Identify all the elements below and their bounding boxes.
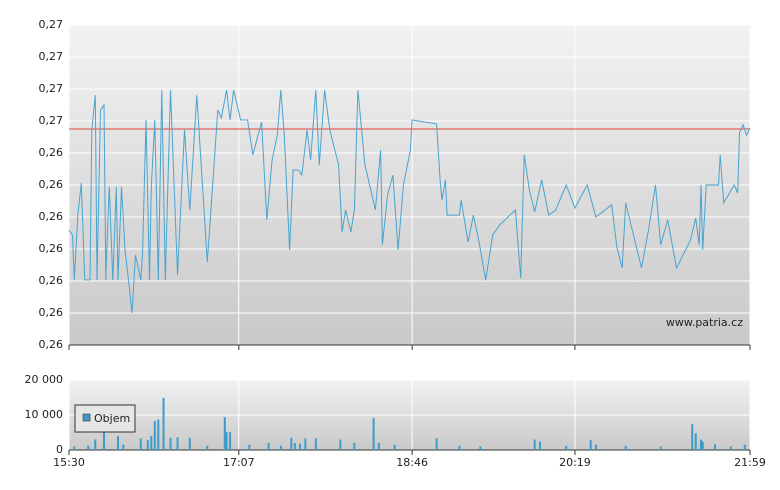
y-tick-label: 20 000 xyxy=(25,373,64,386)
volume-bar xyxy=(299,443,302,450)
volume-bar xyxy=(150,436,153,450)
volume-bar xyxy=(94,439,97,450)
volume-bar xyxy=(479,446,482,450)
volume-bar xyxy=(538,441,541,450)
volume-bar xyxy=(206,445,209,450)
volume-bar xyxy=(153,420,156,450)
volume-bar xyxy=(223,417,226,450)
volume-bar xyxy=(694,433,697,450)
volume-bar xyxy=(565,445,568,450)
volume-bar xyxy=(304,438,307,450)
y-tick-label: 0,27 xyxy=(39,50,64,63)
y-tick-label: 0,26 xyxy=(39,210,64,223)
watermark: www.patria.cz xyxy=(666,316,743,329)
volume-bar xyxy=(176,437,179,450)
y-tick-label: 0 xyxy=(56,443,63,456)
volume-bar xyxy=(729,446,732,450)
volume-bar xyxy=(169,437,172,450)
volume-bar xyxy=(659,446,662,450)
y-tick-label: 0,27 xyxy=(39,18,64,31)
volume-bar xyxy=(691,424,694,450)
legend-swatch xyxy=(82,413,91,422)
y-tick-label: 0,26 xyxy=(39,306,64,319)
volume-bar xyxy=(458,445,461,450)
volume-bar xyxy=(122,444,125,450)
volume-bar xyxy=(339,439,342,450)
volume-bar xyxy=(377,443,380,450)
volume-bar xyxy=(188,437,191,450)
x-tick-label: 17:07 xyxy=(223,456,255,469)
volume-bar xyxy=(267,443,270,450)
volume-bar xyxy=(279,445,282,450)
volume-bar xyxy=(743,444,746,450)
x-tick-label: 21:59 xyxy=(734,456,766,469)
x-tick-label: 18:46 xyxy=(396,456,428,469)
volume-bar xyxy=(162,397,165,450)
volume-bar xyxy=(533,439,536,450)
volume-bar xyxy=(589,440,592,450)
volume-bar xyxy=(353,443,356,450)
volume-bar xyxy=(139,438,142,450)
y-tick-label: 0,27 xyxy=(39,82,64,95)
volume-bar xyxy=(225,432,228,450)
volume-bar xyxy=(229,432,232,450)
y-tick-label: 0,26 xyxy=(39,274,64,287)
volume-bar xyxy=(435,438,438,450)
volume-bar xyxy=(248,444,251,450)
legend-label: Objem xyxy=(94,412,130,425)
y-tick-label: 0,27 xyxy=(39,114,64,127)
y-tick-label: 0,26 xyxy=(39,242,64,255)
x-tick-label: 15:30 xyxy=(53,456,85,469)
volume-bar xyxy=(117,436,120,450)
x-tick-label: 20:19 xyxy=(559,456,591,469)
volume-bar xyxy=(73,446,76,450)
volume-bar xyxy=(594,444,597,450)
volume-bar xyxy=(314,438,317,450)
volume-bar xyxy=(713,444,716,450)
volume-bar xyxy=(157,419,160,450)
volume-bar xyxy=(701,441,704,450)
volume-bar xyxy=(624,445,627,450)
price-line xyxy=(68,89,751,314)
volume-bar xyxy=(146,440,149,450)
y-tick-label: 10 000 xyxy=(25,408,64,421)
volume-bar xyxy=(87,445,90,450)
volume-bar xyxy=(372,418,375,450)
y-tick-label: 0,26 xyxy=(39,146,64,159)
volume-bar xyxy=(699,439,702,450)
y-tick-label: 0,26 xyxy=(39,338,64,351)
volume-bar xyxy=(293,443,296,450)
volume-bar xyxy=(393,444,396,450)
volume-bar xyxy=(290,437,293,450)
y-tick-label: 0,26 xyxy=(39,178,64,191)
